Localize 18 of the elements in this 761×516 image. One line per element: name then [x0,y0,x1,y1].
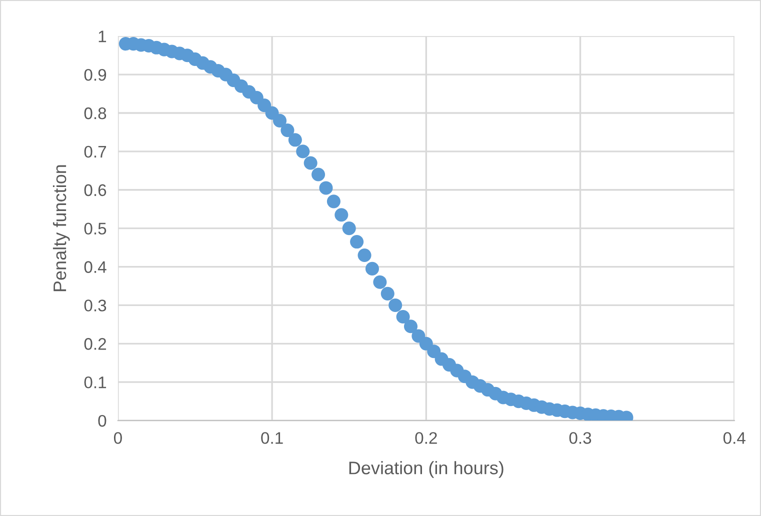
x-tick-label: 0.2 [415,432,437,444]
y-tick-label: 0 [98,414,106,427]
y-tick-label: 1 [98,30,106,42]
y-axis-title: Penalty function [52,165,70,292]
y-tick-label: 0.4 [84,261,106,273]
y-tick-label: 0.3 [84,300,106,312]
y-tick-label: 0.5 [84,222,106,235]
x-tick-label: 0.4 [723,432,746,444]
x-tick-label: 0.1 [261,432,283,444]
x-tick-label: 0 [114,432,122,444]
y-tick-label: 0.2 [84,338,106,350]
x-tick-label: 0.3 [569,432,592,444]
y-tick-label: 0.8 [84,107,106,120]
y-tick-label: 0.7 [84,146,106,158]
y-tick-label: 0.6 [84,184,106,196]
y-tick-label: 0.1 [84,376,106,388]
x-axis-title: Deviation (in hours) [349,461,504,478]
y-tick-label: 0.9 [84,68,106,81]
